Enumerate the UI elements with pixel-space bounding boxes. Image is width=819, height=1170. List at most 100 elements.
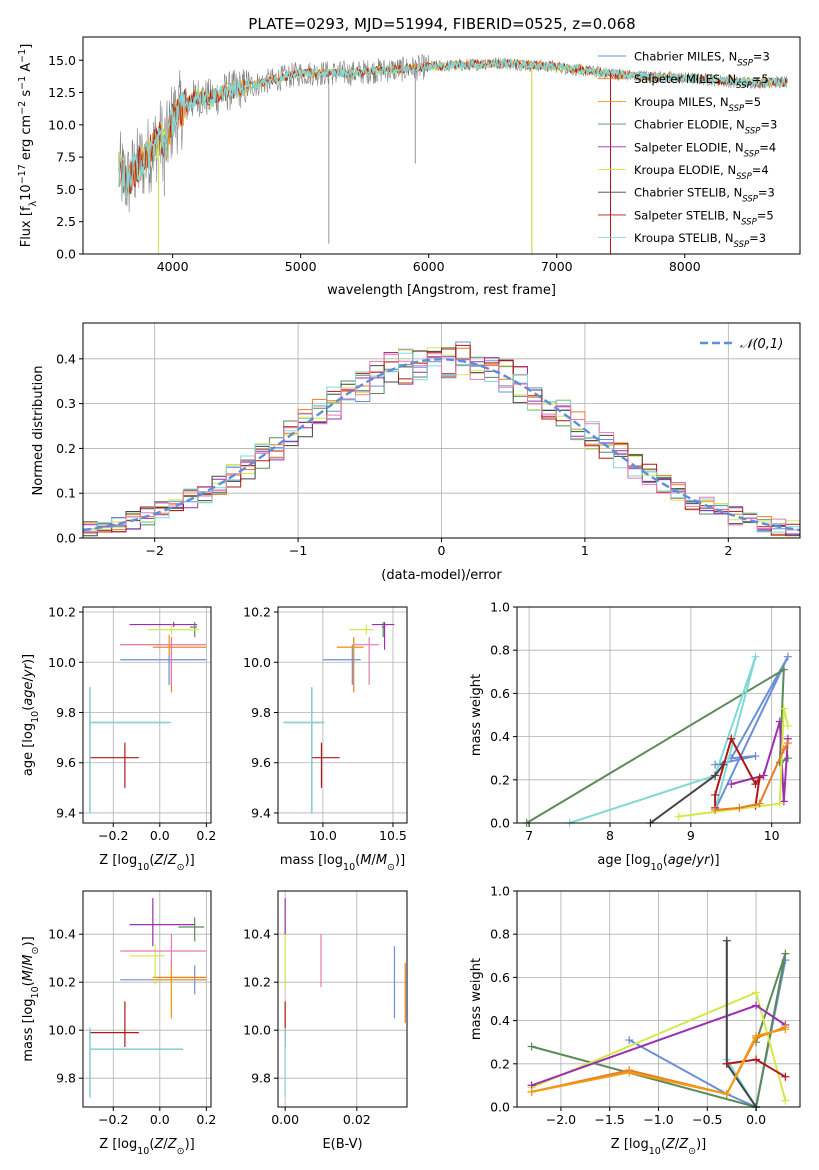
x-tick-label: 7000 bbox=[541, 259, 573, 274]
weight_vs_age-panel: 7 8 9 10 0.0 0.2 0.4 0.6 0.8 1.0 age [log10(age/yr… bbox=[469, 600, 801, 873]
y-tick-label: 9.4 bbox=[251, 805, 271, 820]
weight-marker bbox=[752, 1001, 761, 1010]
x-tick-label: −1.5 bbox=[595, 1112, 625, 1127]
weight-marker bbox=[727, 780, 736, 789]
y-tick-label: 0.3 bbox=[56, 396, 76, 411]
figure-title: PLATE=0293, MJD=51994, FIBERID=0525, z=0… bbox=[248, 15, 635, 33]
y-tick-label: 10.2 bbox=[243, 605, 271, 620]
x-tick-label: 1 bbox=[581, 543, 589, 558]
y-tick-label: 9.6 bbox=[251, 755, 271, 770]
y-tick-label: 10.2 bbox=[48, 605, 76, 620]
x-tick-label: 0.0 bbox=[150, 828, 170, 843]
x-tick-label: −1.0 bbox=[643, 1112, 673, 1127]
x-axis-label: mass [log10(M/M⊙)] bbox=[280, 853, 405, 873]
axes-frame bbox=[82, 606, 212, 824]
weight-marker bbox=[751, 652, 760, 661]
weight-marker bbox=[759, 771, 768, 780]
x-tick-label: 2 bbox=[724, 543, 732, 558]
weight-marker bbox=[625, 1036, 634, 1045]
weight-series-line bbox=[725, 940, 757, 1107]
weight-marker bbox=[625, 1068, 634, 1077]
weight-marker bbox=[783, 721, 792, 730]
x-tick-label: −2 bbox=[145, 543, 163, 558]
y-tick-label: 12.5 bbox=[48, 85, 76, 100]
legend-entry: Salpeter MILES, NSSP=5 bbox=[634, 72, 769, 91]
weight-marker bbox=[755, 773, 764, 782]
x-tick-label: 10 bbox=[764, 828, 780, 843]
mass_vs_EBV-panel: 0.00 0.02 9.8 10.0 10.2 10.4 bbox=[243, 890, 408, 1127]
y-tick-label: 15.0 bbox=[48, 53, 76, 68]
x-tick-label: 9 bbox=[687, 828, 695, 843]
x-tick-label: 5000 bbox=[285, 259, 317, 274]
x-axis-label: Z [log10(Z/Z⊙)] bbox=[99, 853, 194, 873]
weight-marker bbox=[783, 739, 792, 748]
x-axis-label: age [log10(age/yr)] bbox=[597, 853, 719, 873]
weight_vs_Z-panel: −2.0 −1.5 −1.0 −0.5 0.0 0.0 0.2 0.4 0.6 0.8 1.0 Z [… bbox=[469, 884, 801, 1157]
legend-entry: Salpeter STELIB, NSSP=5 bbox=[634, 208, 774, 227]
y-tick-label: 0.0 bbox=[56, 531, 76, 546]
y-tick-label: 10.2 bbox=[48, 975, 76, 990]
x-tick-label: 0.0 bbox=[746, 1112, 766, 1127]
x-tick-label: 6000 bbox=[413, 259, 445, 274]
y-tick-label: 9.6 bbox=[56, 755, 76, 770]
y-tick-label: 10.0 bbox=[243, 1023, 271, 1038]
weight-marker bbox=[722, 1059, 731, 1068]
weight-marker bbox=[527, 1042, 536, 1051]
weight-marker bbox=[781, 1025, 790, 1034]
axes-frame bbox=[82, 890, 212, 1108]
legend-entry: Kroupa MILES, NSSP=5 bbox=[634, 95, 761, 114]
weight-marker bbox=[781, 1072, 790, 1081]
axes-frame bbox=[277, 606, 408, 824]
weight-marker bbox=[722, 1090, 731, 1099]
x-axis-label: wavelength [Angstrom, rest frame] bbox=[327, 283, 556, 298]
weight-marker bbox=[783, 652, 792, 661]
weight-series-line bbox=[526, 667, 789, 823]
weight-series-line bbox=[569, 656, 757, 823]
y-tick-label: 0.2 bbox=[56, 441, 76, 456]
y-tick-label: 0.2 bbox=[490, 772, 510, 787]
weight-marker bbox=[755, 799, 764, 808]
x-tick-label: 10.5 bbox=[379, 828, 407, 843]
y-tick-label: 10.2 bbox=[243, 975, 271, 990]
legend-entry: 𝒩(0,1) bbox=[740, 337, 783, 352]
x-tick-label: 10.0 bbox=[309, 828, 337, 843]
legend-entry: Chabrier ELODIE, NSSP=3 bbox=[634, 118, 777, 137]
x-tick-label: −0.5 bbox=[692, 1112, 722, 1127]
weight-marker bbox=[751, 780, 760, 789]
y-axis-label: mass [log10(M/M⊙)] bbox=[21, 936, 41, 1061]
weight-marker bbox=[727, 734, 736, 743]
x-axis-label: Z [log10(Z/Z⊙)] bbox=[611, 1137, 706, 1157]
x-tick-label: −1 bbox=[289, 543, 307, 558]
y-tick-label: 0.8 bbox=[490, 643, 510, 658]
weight-marker bbox=[674, 812, 683, 821]
y-tick-label: 9.8 bbox=[251, 705, 271, 720]
x-tick-label: 0.2 bbox=[196, 828, 216, 843]
spectrum-panel: 4000 5000 6000 7000 8000 0.0 2.5 5.0 7.5 10.0 12.5… bbox=[17, 36, 801, 298]
normal-curve bbox=[83, 358, 800, 532]
legend-entry: Salpeter ELODIE, NSSP=4 bbox=[634, 140, 776, 159]
y-tick-label: 10.0 bbox=[48, 1023, 76, 1038]
panels: 4000 5000 6000 7000 80000.02.55.07.510.012.5… bbox=[17, 36, 801, 1157]
weight-marker bbox=[711, 806, 720, 815]
axes-frame bbox=[277, 890, 408, 1108]
x-tick-label: −2.0 bbox=[546, 1112, 576, 1127]
x-tick-label: −0.2 bbox=[98, 1112, 128, 1127]
x-tick-label: 0.2 bbox=[196, 1112, 216, 1127]
legend-entry: Chabrier STELIB, NSSP=3 bbox=[634, 186, 775, 205]
x-tick-label: 0.0 bbox=[150, 1112, 170, 1127]
y-tick-label: 9.8 bbox=[56, 1071, 76, 1086]
weight-marker bbox=[711, 790, 720, 799]
axes-frame bbox=[82, 36, 801, 255]
x-tick-label: 8 bbox=[606, 828, 614, 843]
y-tick-label: 10.4 bbox=[243, 927, 271, 942]
x-axis-label: Z [log10(Z/Z⊙)] bbox=[99, 1137, 194, 1157]
weight-series-line bbox=[531, 953, 787, 1107]
axes-frame bbox=[516, 606, 801, 824]
x-tick-label: 0.00 bbox=[271, 1112, 299, 1127]
weight-marker bbox=[752, 1055, 761, 1064]
y-tick-label: 9.8 bbox=[56, 705, 76, 720]
y-tick-label: 10.0 bbox=[243, 655, 271, 670]
y-tick-label: 9.8 bbox=[251, 1071, 271, 1086]
residuals-panel: −2 −1 0 1 2 0.0 0.1 0.2 0.3 0.4 𝒩(0,1) (data-model)… bbox=[31, 322, 801, 583]
